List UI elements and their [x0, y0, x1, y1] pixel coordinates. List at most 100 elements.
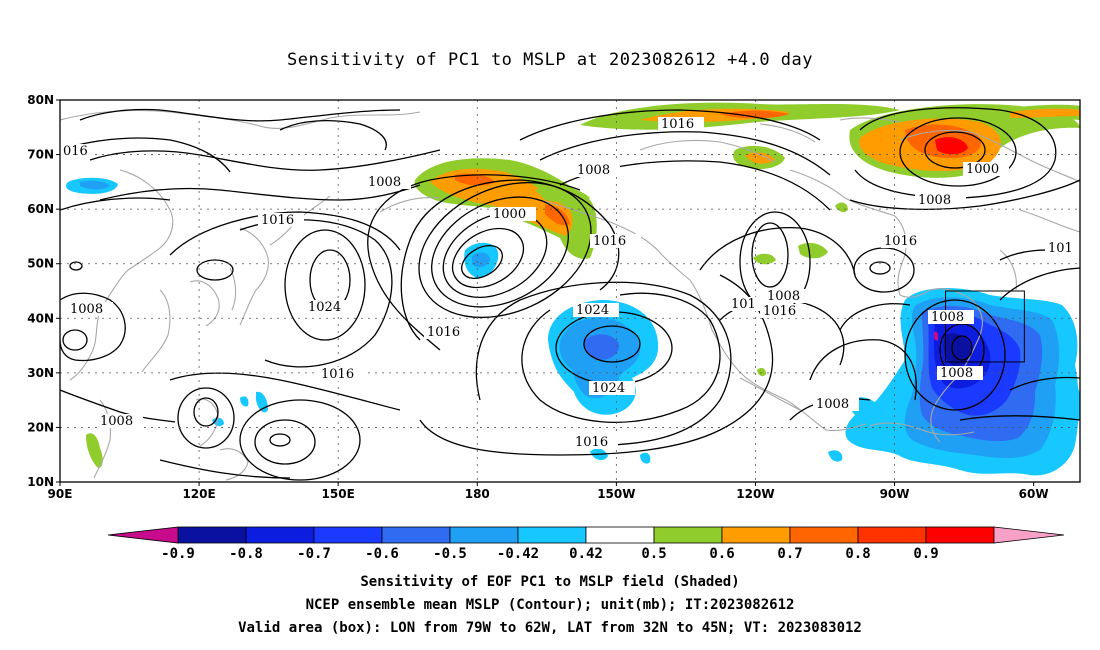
contour-label: 101 — [1045, 241, 1080, 256]
colorbar-bin — [857, 526, 927, 544]
svg-text:1008: 1008 — [368, 175, 401, 190]
contour-label: 1016 — [590, 234, 636, 249]
contour-label: 1016 — [318, 367, 364, 382]
contour-label: 1008 — [67, 302, 113, 317]
svg-text:1016: 1016 — [321, 367, 354, 382]
colorbar-bin — [449, 526, 519, 544]
svg-text:1016: 1016 — [593, 234, 626, 249]
contour-label: 1008 — [764, 289, 810, 304]
lon-label: 90W — [880, 487, 910, 501]
footer-line-2: NCEP ensemble mean MSLP (Contour); unit(… — [305, 597, 795, 613]
contour-label: 1008 — [365, 175, 411, 190]
footer-line-1: Sensitivity of EOF PC1 to MSLP field (Sh… — [360, 574, 740, 590]
svg-text:1008: 1008 — [70, 302, 103, 317]
contour-label: 1024 — [589, 381, 635, 396]
svg-text:1008: 1008 — [940, 366, 973, 381]
colorbar-bin — [721, 526, 791, 544]
lat-label: 70N — [27, 148, 54, 162]
colorbar-low-triangle — [107, 526, 179, 544]
contour-label: 1008 — [915, 193, 961, 208]
plot-title: Sensitivity of PC1 to MSLP at 2023082612… — [286, 50, 813, 70]
longitude-labels: 90E 120E 150E 180 150W 120W 90W 60W — [48, 482, 1049, 501]
colorbar-tick-label: 0.5 — [641, 546, 666, 562]
contour-label: 1016 — [881, 234, 927, 249]
colorbar-tick-label: -0.42 — [497, 546, 539, 562]
colorbar: -0.9 -0.8 -0.7 -0.6 -0.5 -0.42 0.42 0.5 0.6 0.7 0.… — [107, 526, 1065, 562]
svg-text:1024: 1024 — [576, 303, 609, 318]
colorbar-bin — [925, 526, 995, 544]
svg-text:1016: 1016 — [661, 117, 694, 132]
lat-label: 40N — [27, 311, 54, 325]
colorbar-tick-label: -0.9 — [161, 546, 195, 562]
svg-text:1024: 1024 — [592, 381, 625, 396]
colorbar-bin — [177, 526, 247, 544]
lon-label: 150W — [597, 487, 635, 501]
colorbar-high-triangle — [993, 526, 1065, 544]
lon-label: 150E — [322, 487, 355, 501]
colorbar-tick-label: -0.8 — [229, 546, 263, 562]
graticule — [60, 100, 1080, 482]
contour-label: 1008 — [928, 310, 974, 325]
svg-text:1008: 1008 — [100, 414, 133, 429]
lat-label: 30N — [27, 366, 54, 380]
svg-text:1000: 1000 — [493, 207, 526, 222]
colorbar-bin — [789, 526, 859, 544]
valid-area-box — [945, 290, 1025, 363]
latitude-labels: 80N 70N 60N 50N 40N 30N 20N 10N — [27, 93, 60, 489]
colorbar-tick-label: -0.5 — [433, 546, 467, 562]
svg-text:1016: 1016 — [575, 435, 608, 450]
colorbar-bin — [653, 526, 723, 544]
lat-label: 20N — [27, 420, 54, 434]
svg-text:1008: 1008 — [931, 310, 964, 325]
map-frame — [59, 99, 1081, 483]
svg-text:101: 101 — [731, 297, 756, 312]
contour-label: 1008 — [813, 397, 859, 412]
contour-labels: 016 1016 1008 1008 1016 1024 1008 1016 1… — [60, 117, 1080, 450]
contour-label: 1008 — [937, 366, 983, 381]
svg-text:016: 016 — [63, 144, 88, 159]
colorbar-tick-label: 0.7 — [777, 546, 802, 562]
lon-label: 60W — [1019, 487, 1049, 501]
colorbar-tick-label: 0.9 — [913, 546, 938, 562]
contour-label: 1000 — [490, 207, 536, 222]
svg-text:1000: 1000 — [966, 162, 999, 177]
colorbar-bin — [585, 526, 655, 544]
colorbar-bin — [381, 526, 451, 544]
lon-label: 90E — [48, 487, 73, 501]
svg-text:1016: 1016 — [884, 234, 917, 249]
svg-text:101: 101 — [1048, 241, 1073, 256]
lon-label: 120W — [736, 487, 774, 501]
lat-label: 60N — [27, 202, 54, 216]
lat-label: 50N — [27, 257, 54, 271]
colorbar-bin — [313, 526, 383, 544]
lat-label: 10N — [27, 475, 54, 489]
contour-label: 1016 — [658, 117, 704, 132]
contour-label: 016 — [60, 144, 90, 159]
contour-label: 1024 — [305, 300, 351, 315]
colorbar-tick-label: 0.8 — [845, 546, 870, 562]
footer-line-3: Valid area (box): LON from 79W to 62W, L… — [238, 620, 862, 636]
svg-text:1024: 1024 — [308, 300, 341, 315]
svg-text:1008: 1008 — [577, 163, 610, 178]
svg-text:1016: 1016 — [763, 304, 796, 319]
svg-text:1016: 1016 — [427, 325, 460, 340]
svg-text:1008: 1008 — [767, 289, 800, 304]
colorbar-tick-label: 0.42 — [569, 546, 603, 562]
contour-label: 1008 — [574, 163, 620, 178]
contour-label: 1000 — [963, 162, 1009, 177]
svg-text:1008: 1008 — [816, 397, 849, 412]
colorbar-tick-label: 0.6 — [709, 546, 734, 562]
lon-label: 180 — [465, 487, 490, 501]
lat-label: 80N — [27, 93, 54, 107]
svg-text:1016: 1016 — [261, 213, 294, 228]
contour-label: 1016 — [424, 325, 470, 340]
colorbar-tick-label: -0.6 — [365, 546, 399, 562]
contour-label: 1024 — [573, 303, 619, 318]
contour-label: 1008 — [97, 414, 143, 429]
colorbar-tick-label: -0.7 — [297, 546, 331, 562]
map-body: 016 1016 1008 1008 1016 1024 1008 1016 1… — [60, 100, 1080, 482]
contour-label: 1016 — [572, 435, 618, 450]
lon-label: 120E — [182, 487, 215, 501]
colorbar-bin — [245, 526, 315, 544]
